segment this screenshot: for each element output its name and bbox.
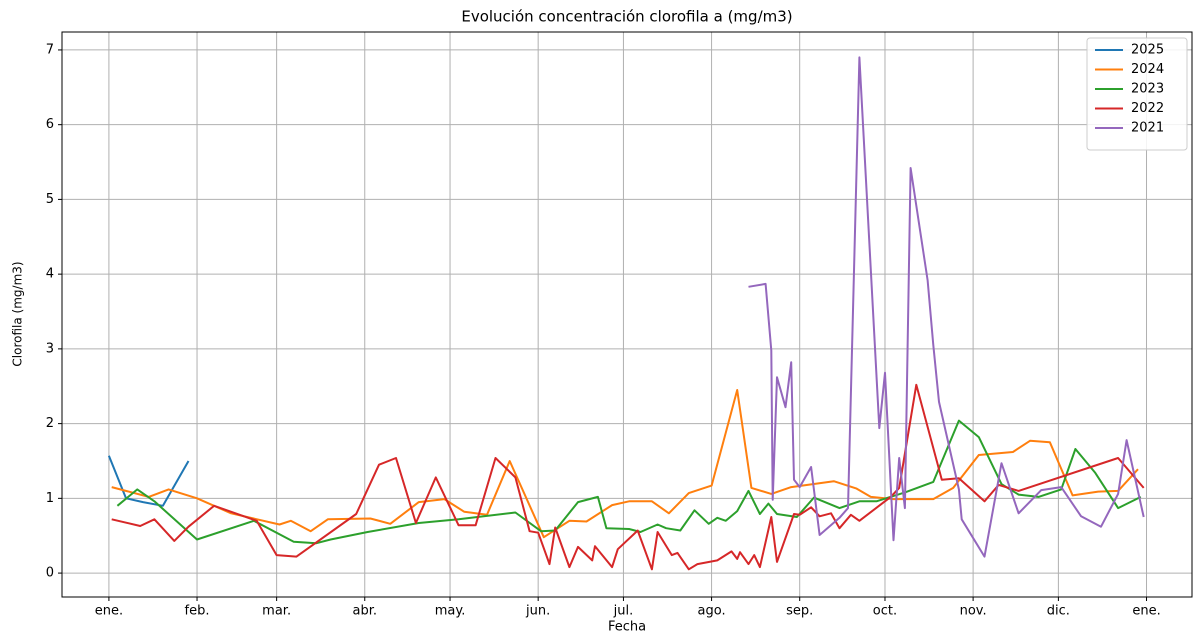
x-tick-label: jun. [525, 604, 550, 619]
axes-frame [61, 31, 1193, 598]
x-tick-label: ene. [95, 604, 123, 619]
x-tick-label: abr. [352, 604, 377, 619]
legend-box [1086, 37, 1188, 151]
x-tick-label: feb. [185, 604, 210, 619]
x-tick-label: nov. [960, 604, 987, 619]
x-tick-label: mar. [262, 604, 291, 619]
y-tick-label: 2 [46, 416, 54, 431]
y-tick-label: 6 [46, 117, 54, 132]
x-axis-label: Fecha [608, 620, 646, 635]
x-tick-label: dic. [1047, 604, 1070, 619]
x-tick-label: ene. [1132, 604, 1160, 619]
y-tick-label: 0 [46, 566, 54, 581]
chart-title: Evolución concentración clorofila a (mg/… [461, 8, 792, 26]
y-tick-label: 4 [46, 267, 54, 282]
line-series [116, 419, 1142, 545]
legend-label: 2021 [1131, 121, 1164, 136]
y-tick-label: 3 [46, 341, 54, 356]
x-tick-label: ago. [698, 604, 726, 619]
line-series [748, 56, 1145, 558]
y-tick-label: 7 [46, 42, 54, 57]
legend-label: 2025 [1131, 43, 1164, 58]
y-tick-label: 1 [46, 491, 54, 506]
line-series [111, 383, 1145, 571]
line-series [111, 389, 1139, 539]
x-tick-label: sep. [786, 604, 813, 619]
legend-label: 2023 [1131, 82, 1164, 97]
y-axis-label: Clorofila (mg/m3) [11, 261, 25, 366]
x-tick-label: may. [435, 604, 466, 619]
x-tick-label: jul. [613, 604, 634, 619]
legend-label: 2022 [1131, 101, 1164, 116]
y-tick-label: 5 [46, 192, 54, 207]
x-tick-label: oct. [873, 604, 897, 619]
legend-label: 2024 [1131, 62, 1164, 77]
